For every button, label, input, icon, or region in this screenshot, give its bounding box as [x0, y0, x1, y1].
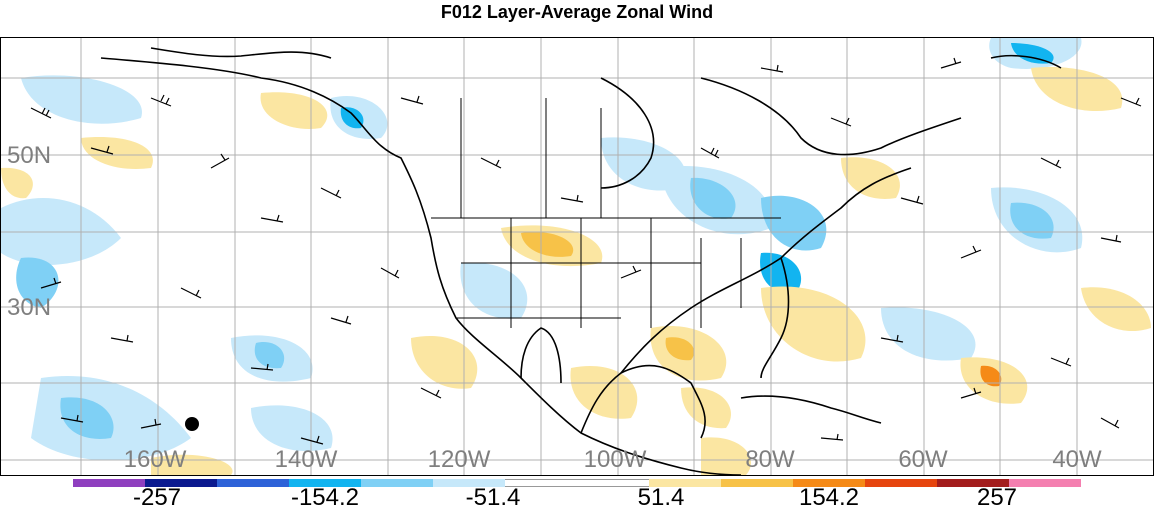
colorbar-label: -51.4	[465, 484, 521, 511]
lon-label-60w: 60W	[898, 446, 948, 473]
colorbar-label: 51.4	[637, 484, 685, 511]
colorbar	[73, 479, 1081, 487]
lon-label-40w: 40W	[1052, 446, 1102, 473]
colorbar-segment	[865, 479, 937, 487]
graticule	[1, 38, 1153, 475]
chart-title: F012 Layer-Average Zonal Wind	[440, 2, 714, 22]
colorbar-segment	[145, 479, 217, 487]
lon-label-80w: 80W	[745, 446, 795, 473]
political-borders	[431, 98, 781, 328]
colorbar-segment	[361, 479, 433, 487]
coastlines	[100, 47, 1062, 475]
colorbar-segment	[649, 479, 721, 487]
colorbar-label: 257	[976, 484, 1018, 511]
colorbar-segment	[577, 479, 649, 487]
colorbar-segment	[793, 479, 865, 487]
colorbar-segment	[721, 479, 793, 487]
wind-barbs	[30, 57, 1142, 445]
lat-label-50n: 50N	[7, 142, 52, 169]
lon-label-100w: 100W	[583, 446, 647, 473]
colorbar-segment	[1009, 479, 1081, 487]
location-marker	[185, 417, 199, 431]
colorbar-label: -257	[132, 484, 182, 511]
map-panel: 50N 30N	[0, 37, 1154, 476]
colorbar-segment	[433, 479, 505, 487]
colorbar-segment	[289, 479, 361, 487]
wind-shading	[1, 38, 1151, 475]
lon-label-120w: 120W	[427, 446, 491, 473]
colorbar-segment	[505, 479, 577, 487]
lon-label-140w: 140W	[274, 446, 338, 473]
colorbar-segment	[937, 479, 1009, 487]
colorbar-label: -154.2	[290, 484, 360, 511]
colorbar-segment	[73, 479, 145, 487]
lat-label-30n: 30N	[7, 294, 52, 321]
map-canvas	[1, 38, 1153, 475]
lon-label-160w: 160W	[123, 446, 187, 473]
colorbar-label: 154.2	[798, 484, 860, 511]
colorbar-segment	[217, 479, 289, 487]
